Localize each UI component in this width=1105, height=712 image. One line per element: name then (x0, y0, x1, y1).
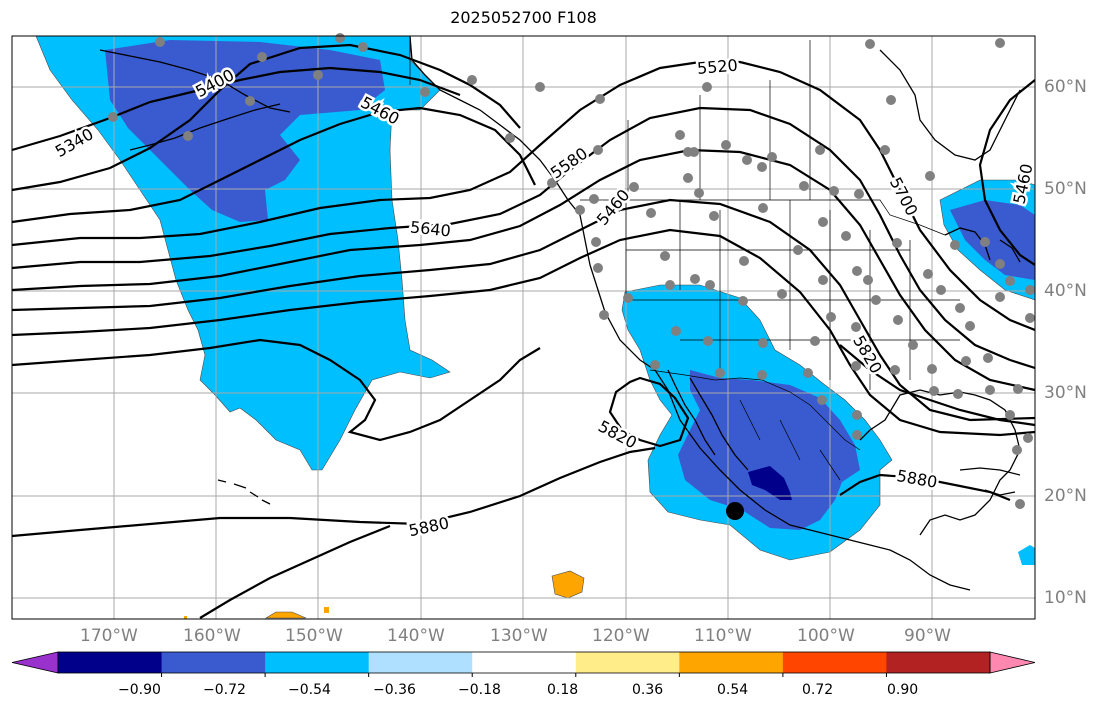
colorbar-segment (368, 652, 473, 673)
colorbar-segment (161, 652, 266, 673)
shade-north-pacific-dark (105, 40, 385, 222)
shade-gulf-coast-blob (1018, 545, 1035, 565)
contour-label: 5640 (409, 217, 451, 240)
colorbar-segment (472, 652, 577, 673)
colorbar-tick-label: −0.36 (373, 682, 416, 698)
map-frame (11, 35, 1036, 620)
contour-5820-pacific (11, 338, 541, 442)
north-america-west-coast (579, 214, 971, 591)
colorbar-tick-label: −0.54 (288, 682, 331, 698)
contour-5340 (11, 66, 461, 152)
lat-tick-label: 40°N (1044, 281, 1087, 301)
mexico-state-borders (739, 399, 841, 481)
colorbar-extend-max (989, 651, 1036, 674)
us-canada-border (409, 36, 946, 236)
colorbar-tick-label: 0.54 (717, 682, 749, 698)
lat-tick-label: 20°N (1044, 486, 1087, 506)
contour-5820-baja (608, 376, 690, 448)
contour-5820-east (839, 344, 1036, 427)
shade-north-pacific-light (35, 35, 451, 471)
contour-5580 (11, 106, 1036, 370)
colorbar-tick-label: −0.72 (203, 682, 246, 698)
shaded-anomaly-fields (35, 35, 1036, 619)
lon-tick-label: 150°W (285, 626, 343, 646)
station-markers (108, 33, 1035, 509)
shade-orange-blob-south (264, 611, 307, 619)
lat-tick-label: 50°N (1044, 179, 1087, 199)
baja-california-coast (667, 369, 749, 471)
contour-5520 (11, 60, 1036, 332)
canada-province-borders (627, 40, 811, 200)
hawaiian-islands (217, 479, 271, 505)
lon-tick-label: 100°W (797, 626, 855, 646)
colorbar-segment (886, 652, 991, 673)
alaska-coast (99, 35, 581, 216)
lat-tick-label: 10°N (1044, 588, 1087, 608)
contour-5400 (11, 43, 521, 192)
shade-northeast-dark (950, 200, 1035, 280)
contour-label: 5520 (696, 55, 738, 77)
colorbar-segment (265, 652, 370, 673)
shade-mexico-deep (748, 466, 792, 500)
colorbar-segment (58, 652, 163, 673)
contour-5760 (11, 228, 1036, 437)
map-title: 2025052700 F108 (450, 8, 597, 27)
contour-5880-pacific (11, 446, 656, 538)
lon-tick-label: 170°W (80, 626, 138, 646)
contour-5460-west (11, 106, 536, 224)
contour-5640 (11, 148, 1036, 392)
colorbar-segment (575, 652, 680, 673)
contour-5880-south (199, 524, 391, 619)
lon-tick-label: 140°W (387, 626, 445, 646)
colorbar-border (57, 651, 991, 674)
lat-tick-label: 30°N (1044, 383, 1087, 403)
great-lakes-coast (944, 227, 1021, 263)
shade-mexico-dark (678, 370, 860, 530)
colorbar-tick-label: −0.18 (458, 682, 501, 698)
height-contours (11, 43, 1036, 619)
lat-tick-label: 60°N (1044, 77, 1087, 97)
colorbar-tick-label: 0.36 (632, 682, 664, 698)
shade-orange-blob-east (551, 570, 585, 599)
highlight-station-marker (726, 502, 744, 520)
contour-5880-east (839, 473, 1011, 502)
colorbar (11, 651, 1036, 677)
colorbar-tick-label: −0.90 (118, 682, 161, 698)
lon-tick-label: 90°W (904, 626, 951, 646)
colorbar-extend-min (11, 651, 59, 674)
shade-orange-dot-tiny (184, 616, 187, 619)
colorbar-segment (679, 652, 784, 673)
lon-tick-label: 130°W (490, 626, 548, 646)
colorbar-tick-label: 0.72 (802, 682, 834, 698)
contour-5460-east (978, 79, 1036, 266)
hudson-bay-coast (879, 49, 1021, 161)
lon-tick-label: 110°W (694, 626, 752, 646)
lon-tick-label: 160°W (183, 626, 241, 646)
coastlines (99, 35, 1021, 591)
lon-tick-label: 120°W (592, 626, 650, 646)
colorbar-segment (782, 652, 887, 673)
us-mexico-border (649, 369, 861, 451)
colorbar-tick-label: 0.18 (547, 682, 579, 698)
shade-orange-dot-small (324, 607, 329, 613)
colorbar-tick-label: 0.90 (887, 682, 919, 698)
